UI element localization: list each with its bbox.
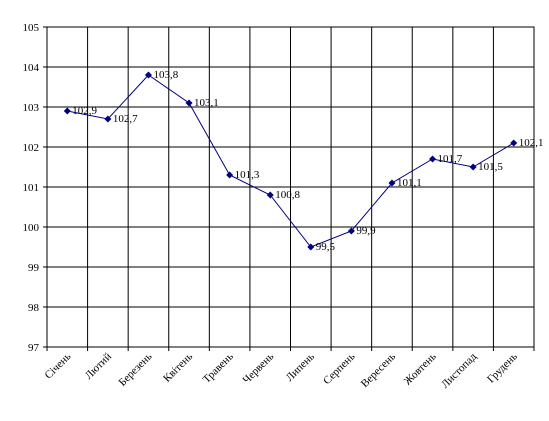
data-label: 103,8: [153, 69, 178, 81]
y-tick-label: 99: [28, 262, 40, 274]
y-tick-label: 105: [23, 22, 40, 34]
data-label: 101,7: [438, 153, 463, 165]
data-point-marker: [469, 163, 477, 171]
data-point-marker: [226, 171, 234, 179]
y-tick-label: 98: [28, 302, 40, 314]
data-point-marker: [63, 107, 71, 115]
data-point-marker: [307, 243, 315, 251]
series-line: [67, 74, 514, 248]
data-label: 100,8: [275, 189, 300, 201]
y-tick-label: 104: [23, 62, 40, 74]
y-axis-tick-labels: 97 98 99 100 101 102 103 104 105: [23, 22, 40, 354]
y-tick-label: 97: [28, 342, 40, 354]
x-tick-label: Жовтень: [402, 351, 439, 388]
data-label: 102,7: [113, 113, 138, 125]
data-label: 101,5: [478, 161, 503, 173]
data-label: 101,3: [235, 169, 260, 181]
x-tick-label: Січень: [42, 351, 73, 382]
data-label: 99,5: [316, 241, 336, 253]
data-point-marker: [429, 155, 437, 163]
y-tick-label: 103: [23, 102, 40, 114]
x-tick-label: Березень: [116, 351, 154, 389]
x-tick-label: Травень: [201, 351, 236, 386]
x-axis-tick-labels: Січень Лютий Березень Квітень Травень Червень…: [42, 350, 519, 390]
x-tick-label: Квітень: [161, 351, 195, 385]
data-point-marker: [388, 179, 396, 187]
plot-area-frame: [46, 26, 535, 348]
y-tick-label: 102: [23, 142, 40, 154]
series-markers: [63, 71, 518, 251]
x-tick-label: Серпень: [321, 351, 357, 387]
data-point-marker: [347, 227, 355, 235]
x-tick-label: Вересень: [359, 351, 398, 390]
data-point-marker: [104, 115, 112, 123]
y-tick-label: 101: [23, 182, 40, 194]
data-point-marker: [266, 191, 274, 199]
data-point-marker: [144, 71, 152, 79]
data-label: 99,9: [356, 225, 376, 237]
x-tick-label: Лютий: [83, 351, 114, 382]
x-tick-label: Грудень: [485, 351, 520, 386]
x-tick-label: Листопад: [439, 350, 479, 390]
data-point-marker: [185, 99, 193, 107]
data-labels: 102,9 102,7 103,8 103,1 101,3 100,8 99,5 99,9 10…: [72, 69, 543, 253]
y-tick-label: 100: [23, 222, 40, 234]
data-label: 101,1: [397, 177, 422, 189]
x-tick-label: Липень: [284, 351, 317, 384]
x-tick-label: Червень: [241, 351, 277, 387]
data-label: 102,9: [72, 105, 97, 117]
data-point-marker: [510, 139, 518, 147]
data-label: 102,1: [519, 137, 544, 149]
data-label: 103,1: [194, 97, 219, 109]
